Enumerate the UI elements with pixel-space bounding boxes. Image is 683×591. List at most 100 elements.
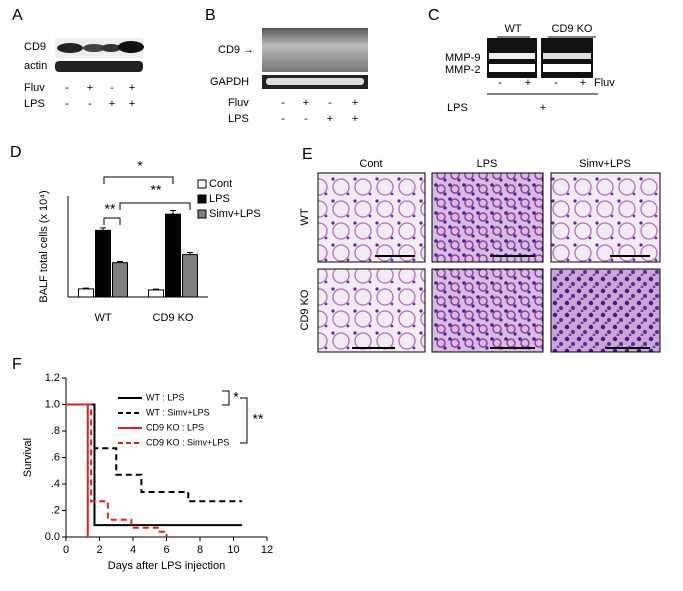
x-tick-label: 4 — [130, 544, 136, 556]
legend-label: WT : Simv+LPS — [146, 407, 210, 417]
legend-label: Cont — [209, 178, 232, 190]
bar — [182, 254, 198, 298]
band — [543, 53, 591, 59]
bar — [165, 213, 181, 298]
significance-bracket — [103, 217, 121, 225]
error-bar — [153, 288, 159, 290]
error-bar — [170, 210, 176, 215]
x-tick-label: 0 — [63, 544, 69, 556]
x-tick-label: 2 — [96, 544, 102, 556]
y-axis-label: Survival — [22, 438, 34, 477]
band — [83, 44, 105, 52]
sign: + — [327, 113, 333, 125]
x-tick-label: 10 — [227, 544, 239, 556]
x-tick-label: WT — [94, 312, 111, 324]
y-tick-label: .4 — [51, 478, 60, 490]
row-label: CD9 KO — [299, 289, 311, 330]
column-label: Simv+LPS — [579, 158, 631, 170]
x-tick-label: CD9 KO — [153, 312, 194, 324]
histology — [317, 172, 426, 263]
treatment-label: LPS — [228, 113, 249, 125]
histology — [431, 172, 544, 263]
sign: - — [328, 97, 332, 109]
band — [489, 53, 535, 59]
legend-swatch — [197, 194, 207, 204]
band — [489, 64, 535, 72]
x-tick-label: 6 — [163, 544, 169, 556]
survival-line — [66, 403, 89, 537]
blot-cd9 — [262, 28, 368, 72]
x-tick-label: 12 — [261, 544, 273, 556]
sign: - — [281, 113, 285, 125]
group-label: CD9 KO — [552, 23, 593, 35]
row-label: CD9 → — [218, 44, 254, 56]
panel-label: A — [12, 7, 23, 24]
sign: - — [65, 98, 69, 110]
band-label: MMP-9 — [445, 52, 480, 64]
annotation: ** — [253, 411, 264, 427]
y-tick-label: 1.0 — [45, 398, 60, 410]
bar — [112, 262, 128, 298]
survival-line — [66, 403, 168, 537]
significance-bracket — [240, 397, 248, 444]
y-tick-label: .6 — [51, 451, 60, 463]
bar — [148, 289, 164, 298]
sign: + — [580, 77, 586, 89]
group-label: WT — [504, 23, 521, 35]
treatment-label: Fluv — [228, 97, 249, 109]
treatment-label: LPS — [24, 98, 45, 110]
y-tick-label: 0.0 — [45, 531, 60, 543]
bar — [95, 229, 111, 298]
column-label: Cont — [359, 158, 382, 170]
significance-bracket — [222, 390, 230, 406]
annotation: * — [233, 389, 239, 405]
annotation: ** — [105, 201, 116, 217]
significance-bracket — [119, 202, 191, 210]
histology — [431, 268, 544, 353]
bar — [78, 288, 94, 298]
panel-label: B — [205, 7, 216, 24]
column-label: LPS — [477, 158, 498, 170]
band — [543, 64, 591, 72]
row-label: GAPDH — [210, 76, 249, 88]
error-bar — [83, 287, 89, 289]
histology — [550, 268, 661, 353]
y-tick-label: .2 — [51, 504, 60, 516]
histology — [317, 268, 426, 353]
panel-label: C — [428, 7, 440, 24]
sign: + — [129, 98, 135, 110]
panel-label: F — [12, 356, 22, 373]
treatment-label: LPS — [447, 102, 468, 114]
y-tick-label: 1.2 — [45, 372, 60, 384]
sign: + — [129, 82, 135, 94]
legend-label: WT : LPS — [146, 392, 184, 402]
error-bar — [100, 227, 106, 231]
sign: - — [65, 82, 69, 94]
sign: + — [525, 77, 531, 89]
sign: - — [304, 113, 308, 125]
annotation: ** — [151, 182, 162, 198]
histology — [550, 172, 661, 263]
legend-swatch — [197, 179, 207, 189]
significance-bracket — [103, 176, 174, 184]
sign: - — [281, 97, 285, 109]
sign: + — [87, 82, 93, 94]
row-label: WT — [299, 208, 311, 225]
panel-label: D — [10, 144, 22, 161]
legend-swatch — [197, 209, 207, 219]
sign: - — [110, 82, 114, 94]
band — [266, 78, 364, 85]
error-bar — [117, 260, 123, 263]
y-tick-label: .8 — [51, 425, 60, 437]
sign: + — [352, 113, 358, 125]
sign: - — [88, 98, 92, 110]
sign: + — [540, 102, 546, 114]
treatment-label: Fluv — [24, 82, 45, 94]
legend-label: CD9 KO : Simv+LPS — [146, 437, 229, 447]
sign: + — [352, 97, 358, 109]
row-label: actin — [24, 60, 47, 72]
sign: - — [498, 77, 502, 89]
sign: + — [303, 97, 309, 109]
